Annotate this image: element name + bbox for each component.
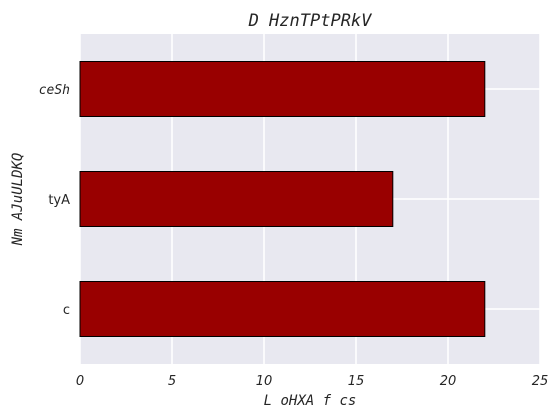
- x-tick-label: 15: [348, 374, 365, 389]
- x-axis-label: L oHXA f cs: [264, 393, 357, 409]
- y-category-labels: c tyA ceSh: [39, 83, 70, 318]
- y-axis-label: Nm AJuULDKQ: [10, 153, 26, 247]
- y-category-label: c: [63, 303, 70, 318]
- bar-c: [80, 282, 485, 337]
- x-tick-label: 20: [440, 374, 457, 389]
- x-tick-label: 25: [532, 374, 549, 389]
- x-tick-label: 10: [256, 374, 273, 389]
- x-tick-label: 5: [168, 374, 176, 389]
- x-tick-label: 0: [76, 374, 84, 389]
- bar-ceSh: [80, 62, 485, 117]
- x-tick-labels: 0 5 10 15 20 25: [76, 374, 548, 389]
- chart-title: D HznTPtPRkV: [248, 11, 373, 31]
- y-category-label: ceSh: [39, 83, 70, 98]
- bar-tyA: [80, 172, 393, 227]
- y-category-label: tyA: [48, 193, 70, 208]
